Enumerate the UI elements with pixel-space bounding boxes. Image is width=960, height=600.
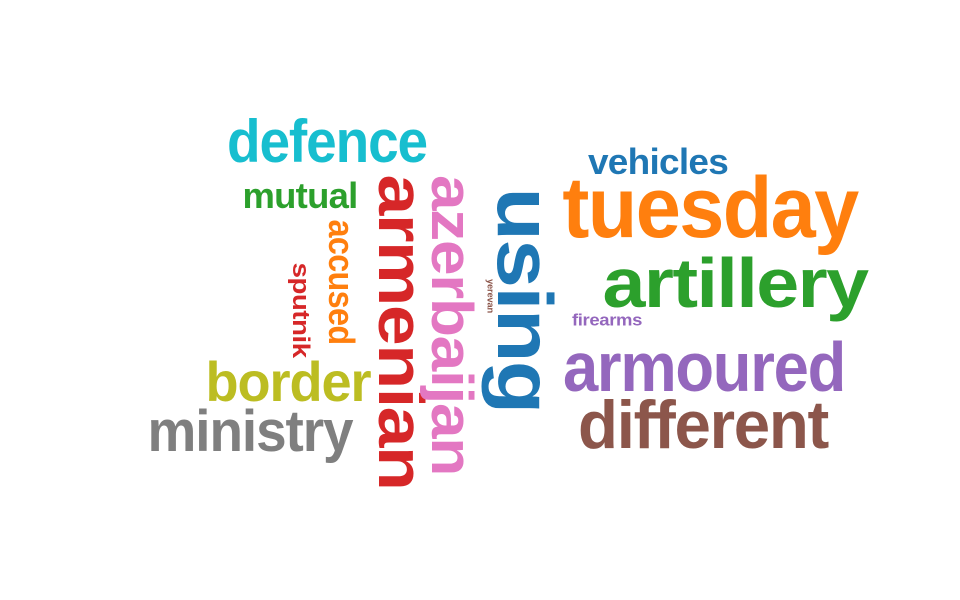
word-accused: accused — [321, 219, 362, 345]
word-using: using — [481, 187, 569, 413]
word-ministry: ministry — [147, 399, 354, 464]
word-different: different — [578, 387, 829, 463]
word-firearms: firearms — [572, 310, 642, 330]
word-border: border — [205, 350, 371, 413]
word-vehicles: vehicles — [587, 141, 729, 182]
word-sputnik: sputnik — [287, 262, 314, 358]
word-yerevan: yerevan — [485, 279, 496, 313]
word-armoured: armoured — [562, 328, 846, 406]
word-azerbaijan: azerbaijan — [419, 174, 484, 476]
word-artillery: artillery — [602, 244, 869, 322]
word-tuesday: tuesday — [562, 160, 859, 256]
word-defence: defence — [226, 108, 428, 175]
word-mutual: mutual — [242, 175, 358, 216]
